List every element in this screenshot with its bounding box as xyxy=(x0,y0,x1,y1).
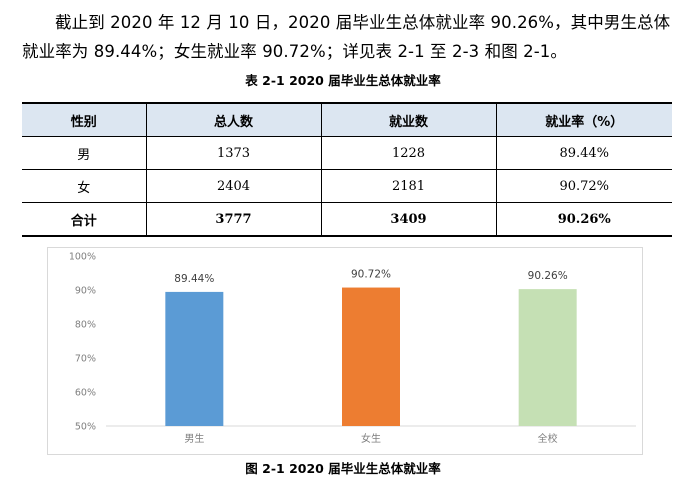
header-total: 总人数 xyxy=(145,102,321,137)
y-tick-label: 90% xyxy=(75,286,96,297)
employment-rate-chart: 50% 60% 70% 80% 90% 100% 89.44% 男生 90.72% 女生 90.26… xyxy=(47,247,643,455)
cell-rate: 89.44% xyxy=(495,136,672,170)
figure-caption: 图 2-1 2020 届毕业生总体就业率 xyxy=(245,461,441,476)
table-row: 男 1373 1228 89.44% xyxy=(22,136,672,170)
summary-paragraph: 截止到 2020 年 12 月 10 日，2020 届毕业生总体就业率 90.2… xyxy=(22,13,671,61)
bar-chart-svg: 50% 60% 70% 80% 90% 100% 89.44% 男生 90.72% 女生 90.26… xyxy=(69,252,636,445)
table-header-row: 性别 总人数 就业数 就业率（%） xyxy=(22,102,672,137)
x-tick-label: 女生 xyxy=(361,432,381,445)
cell-employed: 1228 xyxy=(320,136,496,170)
cell-gender: 女 xyxy=(22,169,146,203)
y-tick-label: 100% xyxy=(69,252,96,263)
y-tick-label: 80% xyxy=(75,320,96,331)
header-gender: 性别 xyxy=(22,102,146,137)
header-rate: 就业率（%） xyxy=(495,102,672,137)
header-employed: 就业数 xyxy=(320,102,496,137)
y-tick-label: 60% xyxy=(75,388,96,399)
cell-employed: 2181 xyxy=(320,169,496,203)
bar xyxy=(518,289,577,426)
cell-rate: 90.72% xyxy=(495,169,672,203)
cell-gender: 男 xyxy=(22,136,146,170)
y-tick-label: 70% xyxy=(75,354,96,365)
x-tick-label: 全校 xyxy=(538,432,558,445)
bar xyxy=(342,287,400,426)
table-caption: 表 2-1 2020 届毕业生总体就业率 xyxy=(245,73,441,88)
table-row: 女 2404 2181 90.72% xyxy=(22,169,672,203)
cell-total: 3777 xyxy=(145,202,321,237)
data-label: 90.26% xyxy=(528,270,568,282)
x-tick-label: 男生 xyxy=(184,432,204,445)
cell-rate: 90.26% xyxy=(495,202,672,237)
cell-gender: 合计 xyxy=(22,202,146,237)
cell-employed: 3409 xyxy=(320,202,496,237)
y-tick-label: 50% xyxy=(75,422,96,433)
data-label: 90.72% xyxy=(351,269,391,281)
cell-total: 2404 xyxy=(145,169,321,203)
table-total-row: 合计 3777 3409 90.26% xyxy=(22,202,672,237)
cell-total: 1373 xyxy=(145,136,321,170)
data-label: 89.44% xyxy=(174,273,214,285)
employment-rate-table: 性别 总人数 就业数 就业率（%） 男 1373 1228 89.44% 女 2… xyxy=(22,102,672,237)
bar xyxy=(165,291,224,426)
